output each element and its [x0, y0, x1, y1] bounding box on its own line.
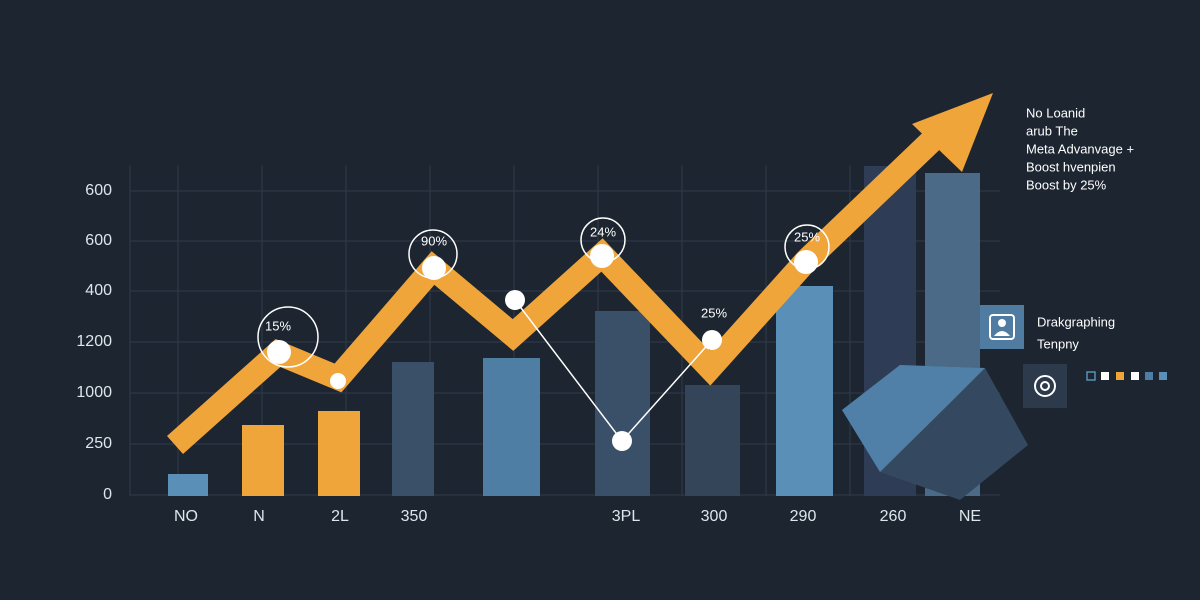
- trend-line: [167, 119, 954, 454]
- point: [267, 340, 291, 364]
- x-tick-label: 2L: [331, 508, 349, 525]
- dot: [1086, 371, 1096, 381]
- settings-icon: [1034, 375, 1056, 397]
- ring: [257, 306, 319, 368]
- y-tick-label: 600: [85, 182, 112, 199]
- user-icon-head: [998, 319, 1006, 327]
- point-label: 25%: [701, 305, 727, 320]
- note-line: No Loanid: [1026, 105, 1085, 120]
- x-tick-label: 290: [790, 508, 817, 525]
- x-tick-label: 350: [401, 508, 428, 525]
- point-labels: 15% 90% 24% 25% 25%: [265, 224, 820, 333]
- panel-title: Drakgraphing: [1037, 314, 1115, 329]
- bar: [483, 358, 540, 496]
- x-tick-label: 3PL: [612, 508, 641, 525]
- y-tick-label: 250: [85, 435, 112, 452]
- y-tick-label: 1000: [76, 384, 112, 401]
- bar: [685, 385, 740, 496]
- points: [267, 244, 818, 451]
- arrow-head: [912, 93, 993, 172]
- y-tick-label: 600: [85, 232, 112, 249]
- point: [422, 256, 446, 280]
- note-line: Meta Advanvage +: [1026, 141, 1134, 156]
- user-icon: [989, 314, 1015, 340]
- point-label: 15%: [265, 318, 291, 333]
- shape: [842, 365, 985, 472]
- x-tick-label: 300: [701, 508, 728, 525]
- bar: [168, 474, 208, 496]
- y-tick-label: 1200: [76, 333, 112, 350]
- x-tick-label: N: [253, 508, 265, 525]
- x-axis-labels: NO N 2L 350 3PL 300 290 260 NE: [174, 508, 981, 525]
- x-tick-label: NE: [959, 508, 981, 525]
- x-tick-label: NO: [174, 508, 198, 525]
- dot: [1159, 372, 1167, 380]
- bars: [168, 166, 980, 496]
- point-label: 24%: [590, 224, 616, 239]
- point: [505, 290, 525, 310]
- point: [702, 330, 722, 350]
- bar: [242, 425, 284, 496]
- x-tick-label: 260: [880, 508, 907, 525]
- point: [794, 250, 818, 274]
- point: [590, 244, 614, 268]
- note-line: arub The: [1026, 123, 1078, 138]
- point-label: 90%: [421, 233, 447, 248]
- bar: [392, 362, 434, 496]
- y-axis-labels: 600 600 400 1200 1000 250 0: [76, 182, 112, 503]
- settings-icon-box: [1023, 364, 1067, 408]
- note-line: Boost by 25%: [1026, 177, 1107, 192]
- user-icon-body: [994, 331, 1010, 336]
- point-label: 25%: [794, 229, 820, 244]
- bar: [776, 286, 833, 496]
- decorative-shape: [842, 365, 1028, 500]
- bar: [595, 311, 650, 496]
- note: No Loanid arub The Meta Advanvage + Boos…: [1026, 105, 1134, 192]
- bar: [318, 411, 360, 496]
- y-tick-label: 400: [85, 282, 112, 299]
- settings-icon-core: [1040, 381, 1050, 391]
- point: [330, 373, 346, 389]
- dot: [1145, 372, 1153, 380]
- point: [612, 431, 632, 451]
- dot: [1101, 372, 1109, 380]
- y-tick-label: 0: [103, 486, 112, 503]
- dot: [1131, 372, 1139, 380]
- note-line: Boost hvenpien: [1026, 159, 1116, 174]
- panel-subtitle: Tenpny: [1037, 336, 1079, 351]
- dot: [1116, 372, 1124, 380]
- panel: Drakgraphing Tenpny: [980, 305, 1167, 408]
